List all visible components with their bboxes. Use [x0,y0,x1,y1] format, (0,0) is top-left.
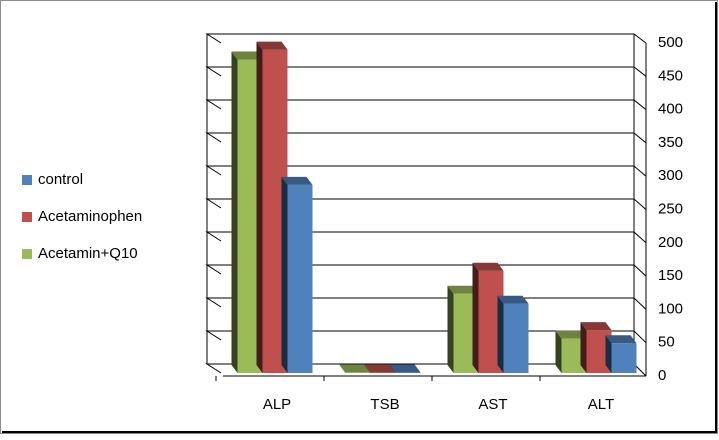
bar-top [389,364,421,373]
bar-front [503,303,529,373]
y-tick-label: 0 [658,367,666,384]
grid-line [205,33,647,44]
y-tick-label: 200 [658,234,683,251]
bar-front [287,184,313,373]
legend-swatch [22,249,32,259]
bar-front [611,343,637,373]
y-tick-label: 500 [658,34,683,51]
bar-side [256,41,263,373]
y-tick-label: 250 [658,200,683,217]
bar-front [370,372,396,373]
bar [281,176,313,373]
bar-side [580,322,587,373]
bar-top [339,364,371,373]
grid-line [205,231,647,244]
bar [364,364,396,373]
y-tick-label: 150 [658,267,683,284]
bar-top [256,41,288,50]
y-tick-label: 50 [658,334,675,351]
x-tick-label: ALP [263,396,291,413]
bar-top [472,262,504,271]
bar-top [447,285,479,294]
legend-label: control [38,171,83,188]
bar-side [389,364,396,373]
grid-line [205,264,647,277]
grid-line [205,297,647,310]
bar-front [345,372,371,373]
grid-line [205,363,647,377]
bar-top [497,295,529,304]
grid-line [205,99,647,110]
y-tick-label: 350 [658,134,683,151]
grid-line [205,198,647,210]
x-tick-label: AST [478,396,507,413]
bar-side [339,364,346,373]
y-tick-label: 300 [658,167,683,184]
bar-top [605,335,637,344]
bar-side [555,330,562,373]
y-tick-label: 100 [658,300,683,317]
legend-label: Acetamin+Q10 [38,245,138,262]
bar-side [447,285,454,373]
x-tick-label: TSB [370,396,399,413]
grid-line [205,132,647,144]
bar-top [580,322,612,331]
bar-top [364,364,396,373]
legend-swatch [22,212,32,222]
y-tick-label: 400 [658,101,683,118]
bar-side [281,176,288,373]
grid-line [205,165,647,177]
bar-top [555,330,587,339]
grid-line [205,330,647,344]
bar-top [231,51,263,60]
y-tick-label: 450 [658,67,683,84]
bar-top [281,176,313,185]
bar [339,364,371,373]
legend-label: Acetaminophen [38,208,142,225]
bar-side [472,262,479,373]
bar [389,364,421,373]
x-tick-label: ALT [588,396,614,413]
bar-side [605,335,612,373]
bar-side [497,295,504,373]
bar [605,335,637,373]
bar [497,295,529,373]
legend-swatch [22,175,32,185]
grid-line [205,66,647,77]
bar-side [231,51,238,373]
bar-front [395,372,421,373]
bar-side [364,364,371,373]
